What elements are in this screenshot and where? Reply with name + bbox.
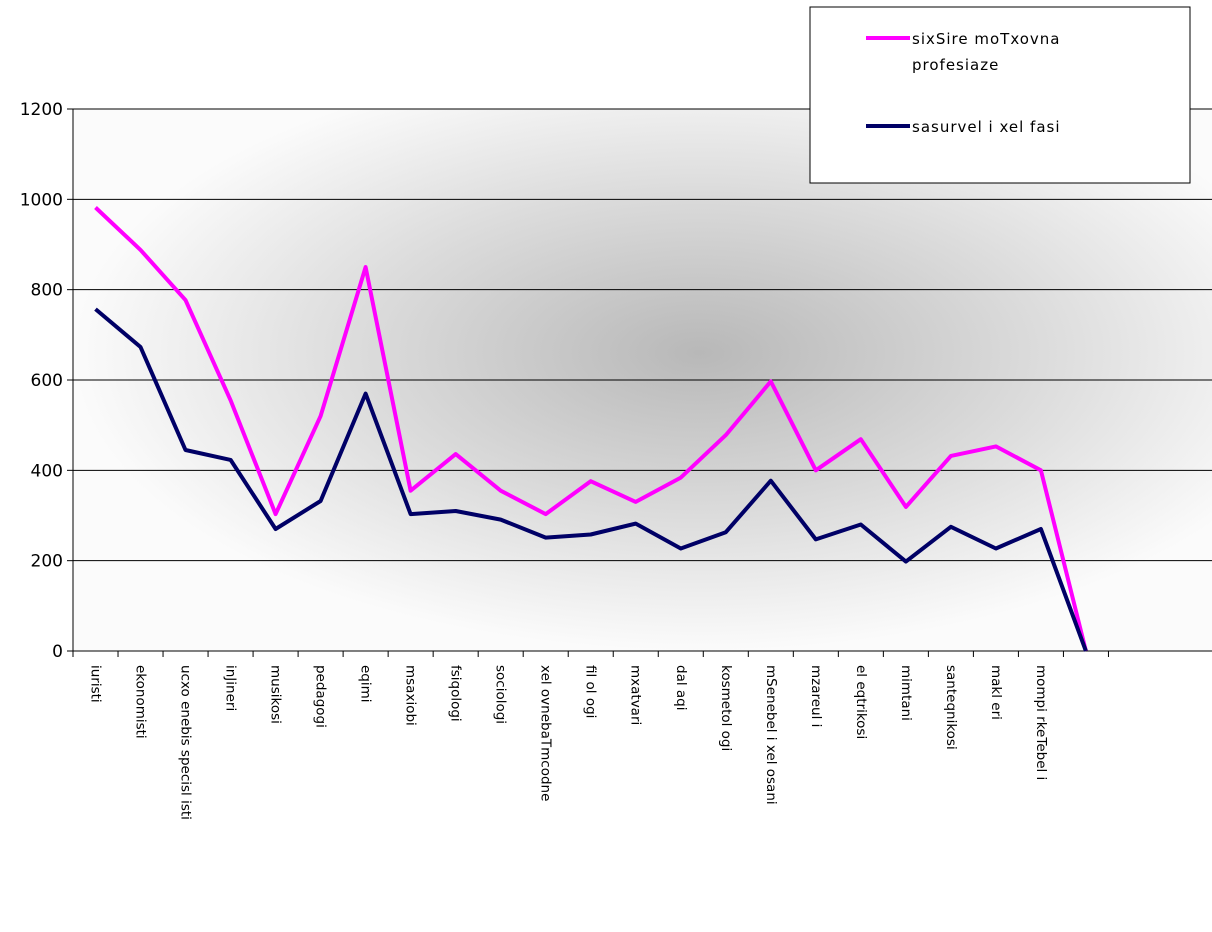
series-layer [94, 206, 1088, 652]
y-tick-label-800: 800 [31, 281, 63, 301]
y-tick-label-200: 200 [31, 552, 63, 572]
series-line-1 [94, 206, 1088, 652]
y-tick-label-400: 400 [31, 461, 63, 481]
x-tick-label: mimtani [898, 665, 914, 721]
y-tick-label-0: 0 [52, 642, 63, 662]
x-tick-label: mompi rkeTebel i [1033, 665, 1049, 780]
x-tick-label: el eqtrikosi [853, 665, 869, 739]
x-tick-label: dal aqi [673, 665, 689, 710]
x-tick-label: ekonomisti [133, 665, 149, 739]
legend-label-series-1-line1: sixSire moTxovna [912, 30, 1061, 48]
x-tick-label: msaxiobi [403, 665, 419, 726]
legend: sixSire moTxovna profesiaze sasurvel i x… [809, 6, 1191, 184]
x-tick-label: xel ovnebaTmcodne [538, 665, 554, 801]
x-tick-label: kosmetol ogi [718, 665, 734, 751]
x-tick-label: eqimi [358, 665, 374, 703]
x-tick-label: mzareul i [808, 665, 824, 727]
x-tick-label: inJineri [223, 665, 239, 711]
x-tick-label: mSenebel i xel osani [763, 665, 779, 805]
x-tick-label: makl eri [988, 665, 1004, 720]
series-line-2 [94, 307, 1088, 652]
y-tick-label-1000: 1000 [20, 190, 63, 210]
x-tick-label: fsiqologi [448, 665, 464, 722]
legend-label-series-1-line2: profesiaze [912, 56, 999, 74]
x-tick-label: sociologi [493, 665, 509, 724]
x-tick-label: musikosi [268, 665, 284, 724]
x-tick-label: pedagogi [313, 665, 329, 728]
x-tick-label: ucxo enebis specisl isti [178, 665, 194, 820]
x-axis-ticks: iuristi ekonomisti ucxo enebis specisl ist… [72, 651, 1109, 820]
x-tick-label: mxatvari [628, 665, 644, 725]
legend-label-series-2-line1: sasurvel i xel fasi [912, 118, 1061, 136]
x-tick-label: santeqnikosi [943, 665, 959, 750]
y-tick-label-600: 600 [31, 371, 63, 391]
y-axis-ticks: 0 200 400 600 800 1000 1200 [20, 100, 73, 662]
x-tick-label: iuristi [88, 665, 104, 703]
x-tick-label: fil ol ogi [583, 665, 599, 718]
y-tick-label-1200: 1200 [20, 100, 63, 120]
